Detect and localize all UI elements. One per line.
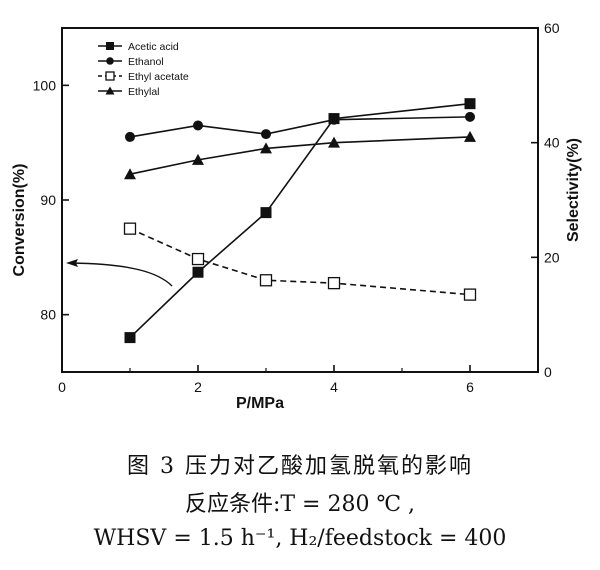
x-tick-label: 6 — [466, 379, 474, 395]
legend-marker-acetic-acid — [106, 42, 114, 50]
legend-marker-ethanol — [106, 57, 114, 65]
legend-label-ethyl-acetate: Ethyl acetate — [128, 71, 189, 83]
data-point-ethylal — [260, 142, 272, 154]
data-point-ethanol — [193, 120, 203, 131]
series-line-ethanol — [129, 116, 471, 138]
y-right-tick-label: 40 — [544, 135, 560, 151]
data-point-ethanol — [465, 111, 475, 122]
axis-pointer-arrow — [71, 262, 173, 287]
legend-label-ethylal: Ethylal — [128, 86, 160, 98]
data-point-ethylal — [124, 168, 136, 180]
y-right-axis-label: Selectivity(%) — [565, 138, 582, 242]
figure-caption-conditions: 反应条件:T = 280 ℃ , — [184, 492, 416, 517]
x-tick-label: 0 — [58, 379, 66, 395]
legend-marker-ethyl-acetate — [105, 71, 115, 81]
y-left-tick-label: 100 — [33, 77, 57, 93]
data-point-acetic-acid — [464, 98, 476, 110]
legend-label-acetic-acid: Acetic acid — [128, 41, 179, 53]
figure-caption-title: 图 3 压力对乙酸加氢脱氧的影响 — [127, 454, 473, 479]
data-point-ethyl-acetate — [191, 252, 205, 266]
data-point-ethylal — [464, 130, 476, 142]
y-left-tick-label: 80 — [40, 307, 56, 323]
legend-marker-ethylal — [105, 86, 115, 95]
x-tick-label: 4 — [330, 379, 338, 395]
data-point-ethanol — [125, 131, 135, 142]
figure-caption-parameters: WHSV = 1.5 h⁻¹, H₂/feedstock = 400 — [93, 526, 507, 551]
y-right-tick-label: 0 — [544, 364, 552, 380]
data-point-acetic-acid — [124, 332, 136, 344]
y-left-tick-label: 90 — [40, 192, 56, 208]
y-right-tick-label: 20 — [544, 249, 560, 265]
data-point-ethylal — [328, 136, 340, 148]
y-left-axis-label: Conversion(%) — [11, 164, 28, 277]
data-point-ethanol — [329, 114, 339, 125]
x-axis-label: P/MPa — [236, 395, 284, 412]
data-point-ethyl-acetate — [259, 274, 273, 287]
y-right-tick-label: 60 — [544, 20, 560, 36]
data-point-ethyl-acetate — [123, 222, 137, 235]
axis-pointer-arrowhead — [66, 259, 78, 267]
data-point-acetic-acid — [260, 207, 272, 219]
data-point-ethylal — [192, 153, 204, 165]
data-point-ethanol — [261, 129, 271, 140]
chart: 0 2 4 6 80 90 100 0 20 40 60 P/MPa Conversion(%) Sele… — [11, 20, 582, 412]
series-line-ethylal — [129, 136, 471, 175]
legend-label-ethanol: Ethanol — [128, 56, 164, 68]
x-tick-label: 2 — [194, 379, 202, 395]
series-line-ethyl-acetate — [129, 227, 471, 296]
data-point-ethyl-acetate — [463, 288, 477, 301]
data-point-ethyl-acetate — [327, 276, 341, 290]
data-point-acetic-acid — [192, 266, 204, 278]
